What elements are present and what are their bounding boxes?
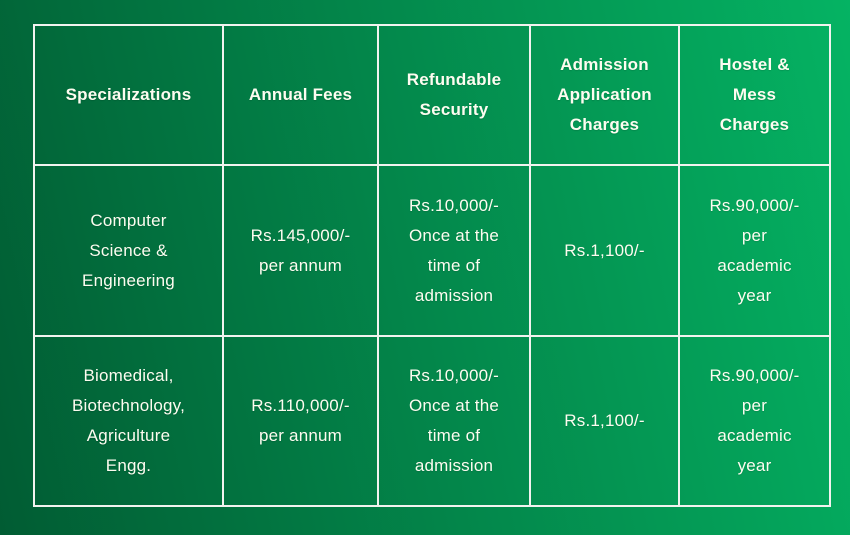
fees-table: Specializations Annual Fees Refundable S…	[33, 24, 831, 507]
cell-specialization: Biomedical, Biotechnology, Agriculture E…	[33, 335, 224, 507]
column-header-specializations: Specializations	[33, 24, 224, 166]
column-header-annual-fees: Annual Fees	[222, 24, 379, 166]
table-header-row: Specializations Annual Fees Refundable S…	[33, 24, 831, 166]
table-row: Biomedical, Biotechnology, Agriculture E…	[33, 335, 831, 507]
cell-annual-fees: Rs.145,000/- per annum	[222, 164, 379, 337]
cell-hostel-mess-charges: Rs.90,000/- per academic year	[678, 335, 831, 507]
column-header-hostel-mess-charges: Hostel & Mess Charges	[678, 24, 831, 166]
table-row: Computer Science & Engineering Rs.145,00…	[33, 164, 831, 337]
cell-hostel-mess-charges: Rs.90,000/- per academic year	[678, 164, 831, 337]
cell-annual-fees: Rs.110,000/- per annum	[222, 335, 379, 507]
column-header-admission-application-charges: Admission Application Charges	[529, 24, 680, 166]
cell-specialization: Computer Science & Engineering	[33, 164, 224, 337]
column-header-refundable-security: Refundable Security	[377, 24, 531, 166]
cell-refundable-security: Rs.10,000/- Once at the time of admissio…	[377, 164, 531, 337]
cell-admission-application-charges: Rs.1,100/-	[529, 164, 680, 337]
cell-admission-application-charges: Rs.1,100/-	[529, 335, 680, 507]
cell-refundable-security: Rs.10,000/- Once at the time of admissio…	[377, 335, 531, 507]
